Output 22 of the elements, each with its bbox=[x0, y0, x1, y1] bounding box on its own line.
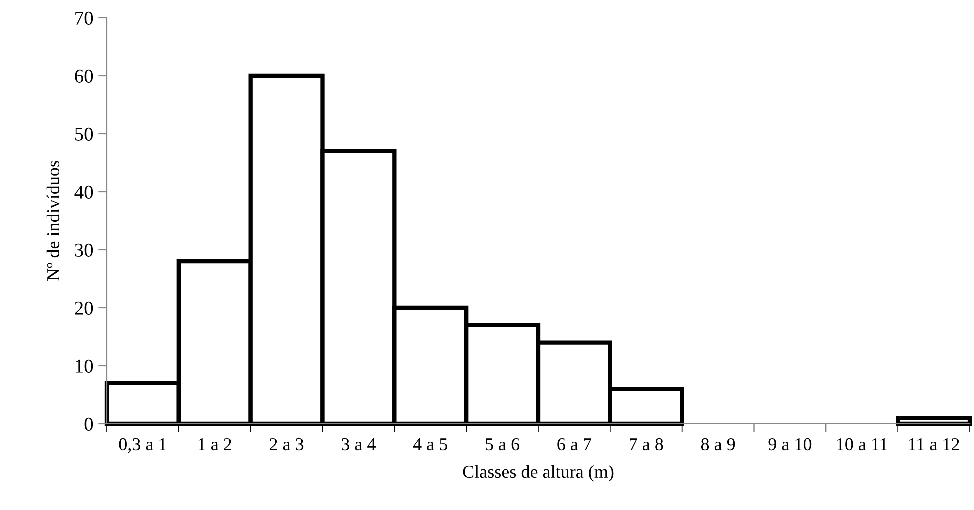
x-tick-label: 5 a 6 bbox=[486, 438, 520, 451]
y-tick-label: 10 bbox=[76, 360, 94, 373]
x-tick-label: 6 a 7 bbox=[558, 438, 592, 451]
x-tick-label: 10 a 11 bbox=[837, 438, 888, 451]
y-tick-label: 40 bbox=[74, 186, 94, 199]
x-tick-label: 7 a 8 bbox=[630, 438, 664, 451]
y-tick-label: 30 bbox=[75, 244, 94, 257]
x-tick-label: 2 a 3 bbox=[270, 438, 304, 451]
x-tick-label: 4 a 5 bbox=[413, 438, 448, 451]
x-tick-label: 3 a 4 bbox=[342, 438, 376, 451]
y-tick-label: 50 bbox=[75, 128, 94, 141]
y-tick-label: 20 bbox=[75, 302, 94, 315]
y-tick-label: 70 bbox=[76, 12, 94, 25]
y-tick-label: 0 bbox=[84, 418, 94, 431]
x-tick-label: 0,3 a 1 bbox=[119, 438, 166, 454]
x-tick-label: 9 a 10 bbox=[768, 438, 812, 451]
y-tick-label: 60 bbox=[75, 70, 94, 83]
x-tick-label: 8 a 9 bbox=[701, 438, 736, 451]
x-tick-label: 11 a 12 bbox=[909, 438, 960, 451]
y-axis-title: Nº de indivíduos bbox=[46, 161, 60, 281]
x-tick-label: 1 a 2 bbox=[198, 438, 232, 451]
x-axis-title: Classes de altura (m) bbox=[463, 465, 614, 482]
